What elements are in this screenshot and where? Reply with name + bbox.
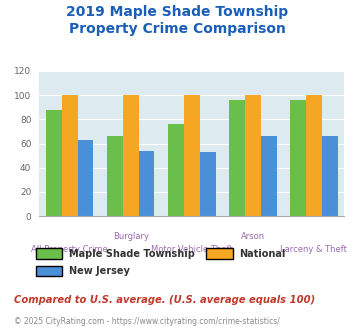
Text: All Property Crime: All Property Crime	[31, 245, 108, 254]
Bar	[306, 95, 322, 216]
Text: 2019 Maple Shade Township
Property Crime Comparison: 2019 Maple Shade Township Property Crime…	[66, 5, 289, 36]
Bar	[184, 95, 200, 216]
Text: Motor Vehicle Theft: Motor Vehicle Theft	[151, 245, 233, 254]
Text: Larceny & Theft: Larceny & Theft	[280, 245, 347, 254]
Bar	[261, 136, 277, 216]
Bar	[138, 151, 154, 216]
Text: National: National	[240, 249, 286, 259]
Bar	[200, 152, 215, 216]
Bar	[290, 100, 306, 216]
Text: © 2025 CityRating.com - https://www.cityrating.com/crime-statistics/: © 2025 CityRating.com - https://www.city…	[14, 317, 280, 326]
Text: Compared to U.S. average. (U.S. average equals 100): Compared to U.S. average. (U.S. average …	[14, 295, 316, 305]
Text: Maple Shade Township: Maple Shade Township	[69, 249, 195, 259]
Bar	[123, 95, 138, 216]
Bar	[168, 124, 184, 216]
Bar	[229, 100, 245, 216]
Text: Burglary: Burglary	[113, 232, 149, 241]
Text: Arson: Arson	[241, 232, 265, 241]
Bar	[77, 140, 93, 216]
Bar	[46, 110, 62, 216]
Text: New Jersey: New Jersey	[69, 266, 130, 276]
Bar	[107, 136, 123, 216]
Bar	[245, 95, 261, 216]
Bar	[322, 136, 338, 216]
Bar	[62, 95, 77, 216]
